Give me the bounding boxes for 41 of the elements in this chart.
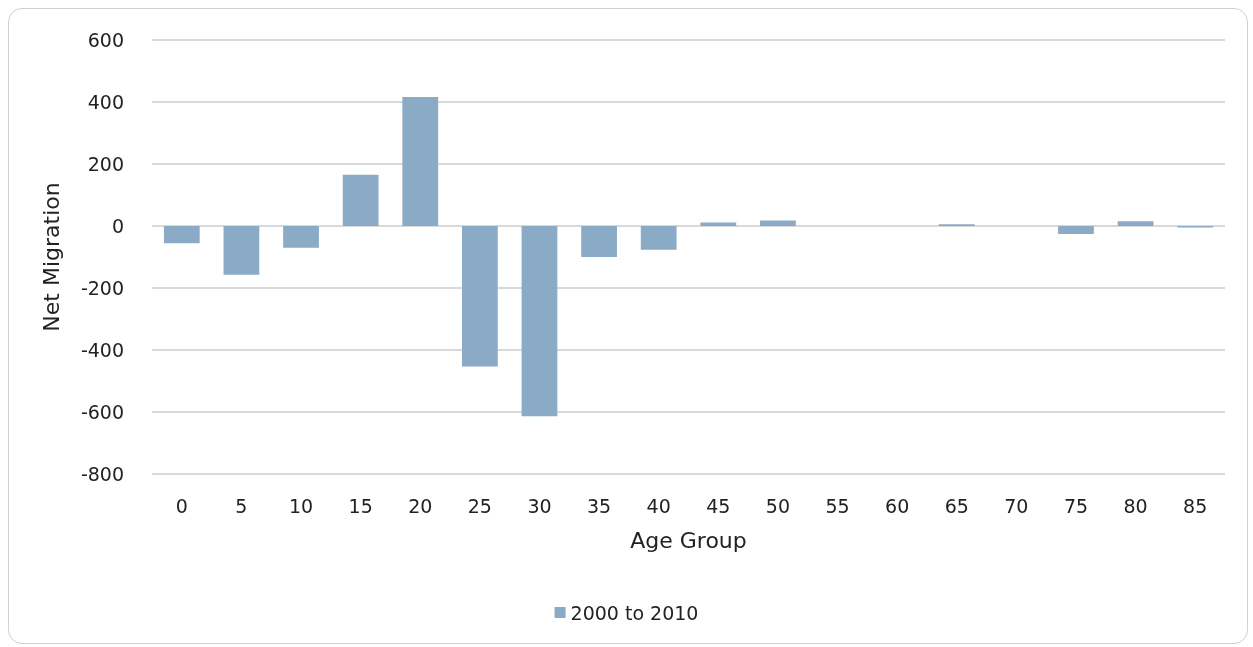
- x-tick-label: 75: [1063, 494, 1089, 517]
- x-tick-label: 55: [825, 494, 850, 517]
- x-tick-label: 60: [885, 494, 910, 517]
- x-tick-label: 0: [175, 494, 188, 517]
- x-tick-label: 15: [348, 494, 373, 517]
- x-tick-label: 65: [944, 494, 969, 517]
- y-tick-label: 600: [87, 29, 124, 51]
- bar: [1058, 226, 1094, 235]
- x-tick-label: 50: [765, 494, 791, 517]
- x-tick-label: 80: [1123, 494, 1148, 517]
- bar: [223, 226, 260, 275]
- x-axis-title: Age Group: [630, 527, 747, 553]
- x-tick-label: 5: [235, 494, 248, 517]
- bar: [283, 226, 319, 248]
- bar: [581, 226, 617, 257]
- bar: [640, 226, 677, 250]
- bar: [402, 97, 439, 226]
- x-tick-label: 20: [408, 494, 433, 517]
- y-tick-label: -400: [80, 339, 124, 361]
- x-tick-label: 25: [467, 494, 492, 517]
- x-tick-label: 40: [646, 494, 671, 517]
- x-tick-label: 45: [706, 494, 731, 517]
- bar: [163, 226, 200, 244]
- bar: [461, 226, 498, 367]
- legend-label: 2000 to 2010: [570, 601, 699, 624]
- y-tick-label: 200: [87, 153, 124, 175]
- y-tick-label: -800: [80, 463, 124, 485]
- bar: [760, 220, 796, 226]
- x-tick-label: 85: [1183, 494, 1208, 517]
- y-tick-label: 0: [111, 215, 124, 237]
- y-axis-title: Net Migration: [38, 182, 64, 332]
- x-tick-label: 35: [586, 494, 612, 517]
- bar: [342, 174, 379, 226]
- x-tick-label: 70: [1004, 494, 1029, 517]
- x-tick-label: 30: [527, 494, 552, 517]
- y-tick-label: -200: [80, 277, 124, 299]
- y-tick-label: -600: [80, 401, 124, 423]
- x-tick-label: 10: [288, 494, 314, 517]
- bar: [521, 226, 558, 417]
- bar: [1117, 221, 1154, 226]
- y-tick-label: 400: [87, 91, 124, 113]
